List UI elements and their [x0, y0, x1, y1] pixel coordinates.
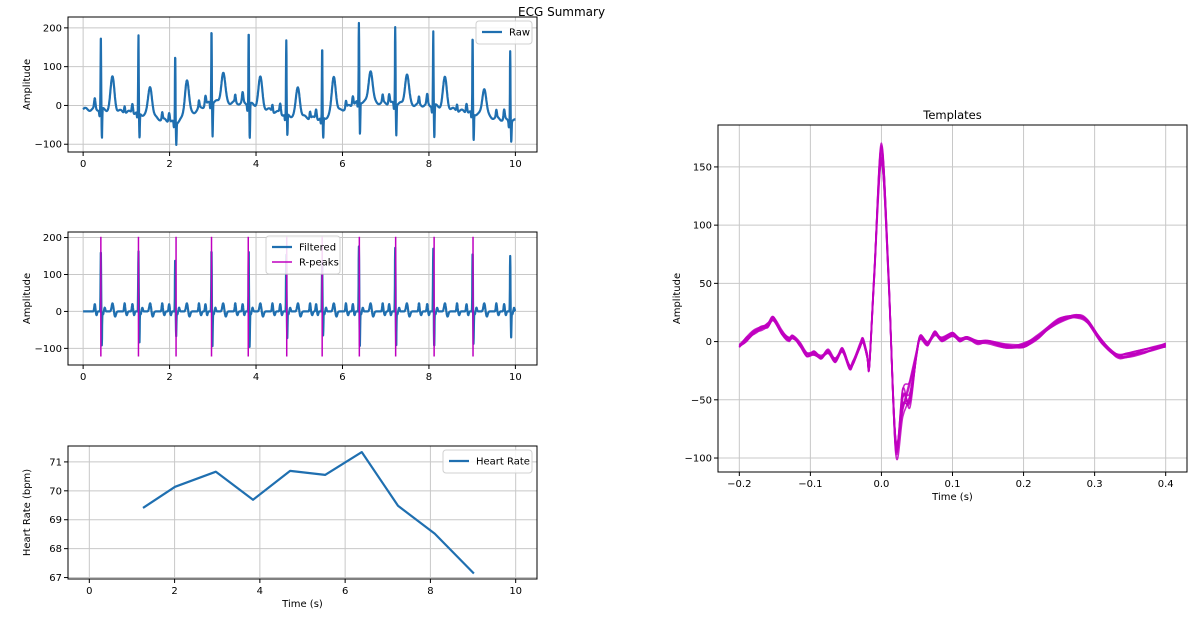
x-axis-label: Time (s) — [281, 599, 323, 610]
x-tick-label: 2 — [166, 159, 172, 170]
tick-labels: −0.2 −0.1 0.0 0.1 0.2 0.3 0.4 −100 −50 0 50 100 150 — [685, 162, 1174, 490]
figure-title: ECG Summary — [518, 5, 606, 19]
y-tick-label: 69 — [49, 515, 62, 526]
x-tick-label: 0 — [80, 159, 86, 170]
legend: Heart Rate — [442, 449, 533, 474]
raw-signal-chart: 0 2 4 6 8 10 −100 0 100 200 Amplitude Raw — [22, 16, 538, 170]
x-tick-label: 10 — [509, 586, 522, 597]
r-peak-markers — [100, 236, 474, 357]
y-tick-label: −100 — [685, 454, 712, 465]
y-tick-label: −100 — [35, 344, 62, 355]
x-tick-label: 6 — [339, 159, 345, 170]
x-tick-label: 0.4 — [1158, 479, 1174, 490]
x-tick-label: 0 — [86, 586, 92, 597]
axes-frame — [67, 16, 538, 153]
template-beats — [738, 142, 1167, 461]
legend-label: Raw — [509, 28, 530, 39]
y-tick-label: 71 — [49, 457, 62, 468]
x-tick-label: −0.2 — [727, 479, 751, 490]
y-axis-label: Amplitude — [672, 273, 683, 324]
tick-labels: 0 2 4 6 8 10 −100 0 100 200 — [35, 233, 522, 383]
tick-labels: 0 2 4 6 8 10 −100 0 100 200 — [35, 23, 522, 170]
plot-area — [82, 21, 517, 146]
y-tick-label: 200 — [43, 23, 62, 34]
x-tick-label: 0.1 — [945, 479, 961, 490]
grid-lines — [718, 125, 1187, 472]
x-tick-label: 2 — [166, 372, 172, 383]
legend: Filtered R-peaks — [265, 235, 341, 275]
y-tick-label: 0 — [56, 307, 62, 318]
x-tick-label: −0.1 — [798, 479, 822, 490]
y-tick-label: −50 — [691, 395, 712, 406]
plot-area — [82, 236, 517, 357]
x-tick-label: 0.3 — [1087, 479, 1103, 490]
x-tick-label: 4 — [253, 159, 259, 170]
y-tick-label: 0 — [706, 337, 712, 348]
x-tick-label: 2 — [171, 586, 177, 597]
x-tick-label: 0 — [80, 372, 86, 383]
legend-label: Filtered — [299, 243, 336, 254]
y-tick-label: 67 — [49, 573, 62, 584]
y-axis-label: Amplitude — [22, 273, 33, 324]
y-tick-label: 50 — [699, 279, 712, 290]
legend-label: R-peaks — [299, 258, 339, 269]
y-tick-label: 100 — [693, 221, 712, 232]
y-tick-label: 70 — [49, 486, 62, 497]
x-tick-label: 4 — [253, 372, 259, 383]
x-tick-label: 8 — [427, 586, 433, 597]
raw-signal-line — [82, 21, 517, 146]
y-tick-label: 200 — [43, 233, 62, 244]
x-tick-label: 10 — [509, 159, 522, 170]
x-tick-label: 0.0 — [873, 479, 889, 490]
y-tick-label: 150 — [693, 162, 712, 173]
axes-frame — [67, 445, 538, 580]
x-tick-label: 8 — [426, 159, 432, 170]
heart-rate-line — [142, 451, 475, 575]
y-tick-label: 68 — [49, 544, 62, 555]
axes-frame — [67, 231, 538, 366]
filtered-signal-chart: 0 2 4 6 8 10 −100 0 100 200 Amplitude Filtered R-pea… — [22, 231, 538, 383]
x-axis-label: Time (s) — [931, 492, 973, 503]
x-tick-label: 4 — [257, 586, 263, 597]
x-tick-label: 10 — [509, 372, 522, 383]
legend-label: Heart Rate — [476, 457, 530, 468]
y-axis-label: Heart Rate (bpm) — [22, 469, 33, 556]
x-tick-label: 0.2 — [1016, 479, 1032, 490]
y-tick-label: 0 — [56, 101, 62, 112]
x-tick-label: 6 — [339, 372, 345, 383]
x-tick-label: 6 — [342, 586, 348, 597]
plot-area — [738, 142, 1167, 461]
chart-title: Templates — [922, 108, 981, 122]
y-tick-label: −100 — [35, 140, 62, 151]
template-beat-line — [738, 162, 1166, 446]
templates-chart: −0.2 −0.1 0.0 0.1 0.2 0.3 0.4 −100 −50 0 50 100 150 A… — [672, 108, 1188, 503]
y-tick-label: 100 — [43, 270, 62, 281]
x-tick-label: 8 — [426, 372, 432, 383]
filtered-signal-line — [82, 245, 517, 348]
legend: Raw — [475, 20, 533, 45]
y-axis-label: Amplitude — [22, 59, 33, 110]
y-tick-label: 100 — [43, 62, 62, 73]
plot-area — [142, 451, 475, 575]
